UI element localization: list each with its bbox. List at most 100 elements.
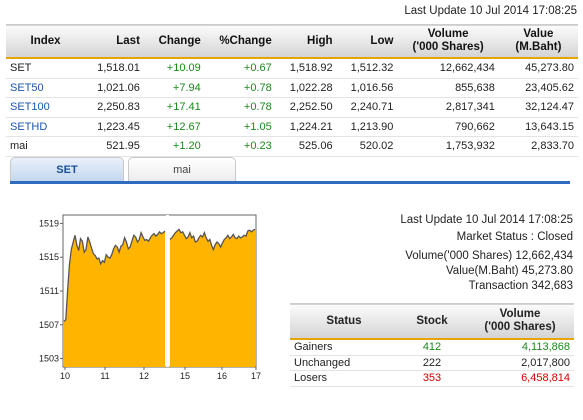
index-last: 2,250.83 [85,97,144,118]
y-tick-label: 1511 [40,286,59,296]
index-pct-change: +0.67 [204,58,276,79]
index-low: 2,240.71 [336,97,398,118]
index-change: +17.41 [143,97,205,118]
tab-set[interactable]: SET [10,157,124,182]
index-high: 1,022.28 [275,78,337,98]
index-volume: 2,817,341 [397,97,499,118]
index-high: 2,252.50 [275,97,337,118]
y-tick-label: 1503 [39,354,59,364]
y-tick-label: 1519 [39,218,59,228]
index-value: 2,833.70 [498,136,578,157]
status-row: Unchanged 222 2,017,800 [290,355,574,371]
index-row: SET50 1,021.06 +7.94 +0.78 1,022.28 1,016.56 8… [6,78,578,98]
index-volume: 855,638 [397,78,499,98]
index-volume: 12,662,434 [397,58,499,79]
index-last: 1,021.06 [85,78,144,98]
status-stock: 412 [398,339,466,356]
status-label: Gainers [290,339,398,356]
area-fill-afternoon [170,229,255,367]
index-row: mai 521.95 +1.20 +0.23 525.06 520.02 1,753,932… [6,136,578,157]
col-value-line2: (M.Baht) [515,41,562,53]
col-volume-line2: ('000 Shares) [412,41,484,53]
info-volume: Volume('000 Shares) 12,662,434 [405,250,573,262]
status-row: Losers 353 6,458,814 [290,370,574,387]
index-high: 1,224.21 [275,117,337,137]
col-pct-change: %Change [219,34,272,47]
index-low: 520.02 [336,136,398,157]
index-last: 1,518.01 [85,58,144,79]
y-tick-label: 1515 [39,252,59,262]
tab-mai[interactable]: mai [128,157,236,182]
col-high: High [307,34,333,47]
col-index: Index [30,34,61,47]
index-change: +1.20 [143,136,205,157]
index-value: 13,643.15 [498,117,578,137]
status-stock: 222 [398,355,466,371]
status-table-header: Status Stock Volume ('000 Shares) [290,303,574,340]
index-low: 1,016.56 [336,78,398,98]
index-pct-change: +0.78 [204,78,276,98]
status-volume: 6,458,814 [466,370,574,387]
index-low: 1,512.32 [336,58,398,79]
index-name[interactable]: SET100 [6,97,86,118]
index-last: 521.95 [85,136,144,157]
index-name[interactable]: SETHD [6,117,86,137]
col-volume: Volume ('000 Shares) [397,25,498,59]
col-stock: Stock [416,314,448,327]
index-high: 525.06 [275,136,337,157]
col-value-line1: Value [523,28,554,40]
status-stock: 353 [398,370,466,387]
col-last: Last [116,34,140,47]
info-transaction: Transaction 342,683 [468,280,573,292]
col-volume-line1: Volume [427,28,469,40]
col-value: Value (M.Baht) [499,25,578,59]
col-status: Status [326,314,362,327]
status-label: Losers [290,370,398,387]
last-update-top: Last Update 10 Jul 2014 17:08:25 [404,5,577,17]
x-tick-label: 10 [60,371,70,381]
index-name: mai [6,136,86,157]
info-last-update: Last Update 10 Jul 2014 17:08:25 [400,214,573,226]
index-table: Index Last Change %Change High Low Volum… [6,24,578,157]
index-name[interactable]: SET50 [6,78,86,98]
index-volume: 790,662 [397,117,499,137]
index-change: +10.09 [143,58,205,79]
status-volume: 2,017,800 [466,355,574,371]
index-pct-change: +1.05 [204,117,276,137]
status-table: Status Stock Volume ('000 Shares) Gainer… [290,303,574,387]
index-last: 1,223.45 [85,117,144,137]
x-tick-label: 15 [180,371,190,381]
x-tick-label: 11 [100,371,109,381]
index-high: 1,518.92 [275,58,337,79]
col-low: Low [370,34,394,47]
index-value: 45,273.80 [498,58,578,79]
info-market-status: Market Status : Closed [456,231,573,243]
index-low: 1,213.90 [336,117,398,137]
col-status-volume: Volume ('000 Shares) [466,304,574,340]
col-status-volume-line1: Volume [499,308,541,320]
index-name: SET [6,58,86,79]
index-row: SETHD 1,223.45 +12.67 +1.05 1,224.21 1,213.90… [6,117,578,137]
col-status-volume-line2: ('000 Shares) [484,321,556,333]
info-value: Value(M.Baht) 45,273.80 [445,265,573,277]
x-tick-label: 12 [139,371,149,381]
tab-underline [10,181,570,184]
index-change: +12.67 [143,117,205,137]
price-line-afternoon [169,228,256,252]
index-change: +7.94 [143,78,205,98]
index-row: SET 1,518.01 +10.09 +0.67 1,518.92 1,512.32 12… [6,58,578,79]
status-label: Unchanged [290,355,398,371]
index-value: 23,405.62 [498,78,578,98]
price-line-morning [63,230,166,322]
index-pct-change: +0.23 [204,136,276,157]
index-pct-change: +0.78 [204,97,276,118]
status-row: Gainers 412 4,113,868 [290,339,574,356]
x-tick-label: 17 [251,371,261,381]
status-volume: 4,113,868 [466,339,574,356]
index-row: SET100 2,250.83 +17.41 +0.78 2,252.50 2,240.7… [6,97,578,118]
x-tick-label: 16 [217,371,227,381]
area-fill-morning [64,231,165,367]
index-volume: 1,753,932 [397,136,499,157]
y-tick-label: 1507 [39,320,59,330]
